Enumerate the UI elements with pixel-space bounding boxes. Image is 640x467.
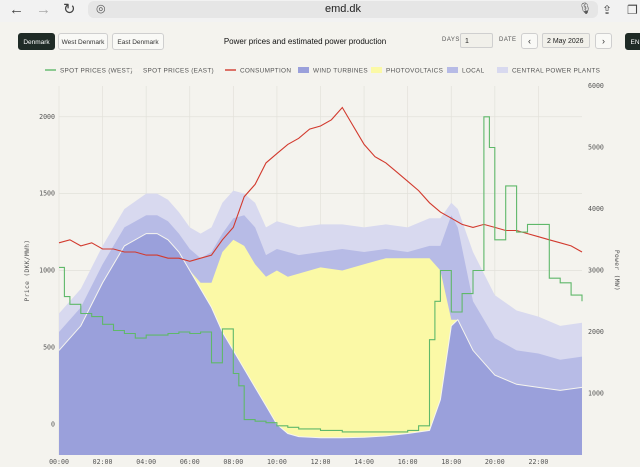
previous-date-button[interactable]: ‹	[521, 33, 538, 49]
days-label: DAYS	[442, 37, 460, 43]
region-east-denmark-button[interactable]: East Denmark	[112, 33, 164, 50]
y-right-tick-label: 3000	[588, 267, 604, 275]
chart-axes: 00:00 02:00 04:00 06:00 08:00 10:00 12:00 14:00…	[24, 82, 620, 466]
x-tick-label: 20:00	[485, 458, 505, 466]
y-left-tick-label: 1000	[39, 267, 55, 275]
x-tick-label: 08:00	[223, 458, 243, 466]
x-tick-label: 12:00	[311, 458, 331, 466]
share-icon[interactable]: ⇪	[602, 3, 613, 17]
x-tick-label: 10:00	[267, 458, 287, 466]
legend-swatch	[497, 67, 508, 73]
power-chart: SPOT PRICES (WEST) SPOT PRICES (EAST) CONS…	[24, 67, 620, 466]
legend-swatch	[447, 67, 458, 73]
url-bar[interactable]: ◎ emd.dk 🎙	[88, 1, 598, 18]
y-right-tick-label: 2000	[588, 328, 604, 336]
microphone-icon[interactable]: 🎙	[578, 3, 592, 15]
region-west-denmark-button[interactable]: West Denmark	[58, 33, 108, 50]
y-left-tick-label: 500	[43, 343, 55, 351]
x-tick-label: 04:00	[136, 458, 156, 466]
back-arrow-icon[interactable]: ←	[9, 1, 24, 18]
chart-legend: SPOT PRICES (WEST) SPOT PRICES (EAST) CONS…	[45, 67, 600, 74]
wind-outline	[58, 233, 583, 439]
legend-item-central-power-plants[interactable]: CENTRAL POWER PLANTS	[512, 67, 600, 74]
date-label: DATE	[499, 37, 517, 43]
legend-item-consumption[interactable]: CONSUMPTION	[240, 67, 291, 74]
x-tick-label: 02:00	[93, 458, 113, 466]
legend-swatch	[371, 67, 382, 73]
legend-item-wind-turbines[interactable]: WIND TURBINES	[313, 67, 368, 74]
page-title: Power prices and estimated power product…	[223, 37, 387, 46]
y-left-tick-label: 0	[51, 420, 55, 428]
y-right-axis-title: Power (MW)	[613, 250, 620, 291]
y-right-tick-label: 6000	[588, 82, 604, 90]
y-right-tick-label: 4000	[588, 205, 604, 213]
chart-areas	[58, 190, 583, 455]
site-settings-icon[interactable]: ◎	[96, 3, 106, 15]
legend-item-photovoltaics[interactable]: PHOTOVOLTAICS	[386, 67, 443, 74]
legend-item-spot-prices-west[interactable]: SPOT PRICES (WEST)	[60, 67, 133, 74]
tabs-icon[interactable]: ❐	[627, 3, 638, 17]
forward-arrow-icon[interactable]: →	[36, 1, 51, 18]
language-button[interactable]: EN	[625, 33, 640, 50]
toolbar: Denmark West Denmark East Denmark Power …	[0, 22, 640, 60]
x-tick-label: 00:00	[49, 458, 69, 466]
days-input[interactable]: 1	[460, 33, 493, 48]
legend-item-spot-prices-east[interactable]: SPOT PRICES (EAST)	[143, 67, 214, 74]
next-date-button[interactable]: ›	[595, 33, 612, 49]
legend-item-local[interactable]: LOCAL	[462, 67, 485, 74]
y-left-axis-title: Price (DKK/MWh)	[24, 240, 31, 302]
y-right-tick-label: 5000	[588, 144, 604, 152]
x-tick-label: 16:00	[398, 458, 418, 466]
chart-lines	[58, 106, 583, 433]
reload-icon[interactable]: ↻	[63, 1, 76, 18]
x-tick-label: 22:00	[528, 458, 548, 466]
x-tick-label: 18:00	[441, 458, 461, 466]
date-input[interactable]: 2 May 2026	[542, 33, 590, 48]
line-spot-prices-west	[59, 116, 583, 433]
legend-swatch	[298, 67, 309, 73]
area-wind-turbines	[59, 233, 582, 455]
browser-bar: ← → ↻ ◎ emd.dk 🎙 ⇪ ❐	[0, 0, 640, 23]
y-left-tick-label: 1500	[39, 190, 55, 198]
y-right-tick-label: 1000	[588, 390, 604, 398]
region-denmark-button[interactable]: Denmark	[18, 33, 55, 50]
x-tick-label: 06:00	[180, 458, 200, 466]
url-text: emd.dk	[324, 3, 362, 15]
y-left-tick-label: 2000	[39, 113, 55, 121]
x-tick-label: 14:00	[354, 458, 374, 466]
